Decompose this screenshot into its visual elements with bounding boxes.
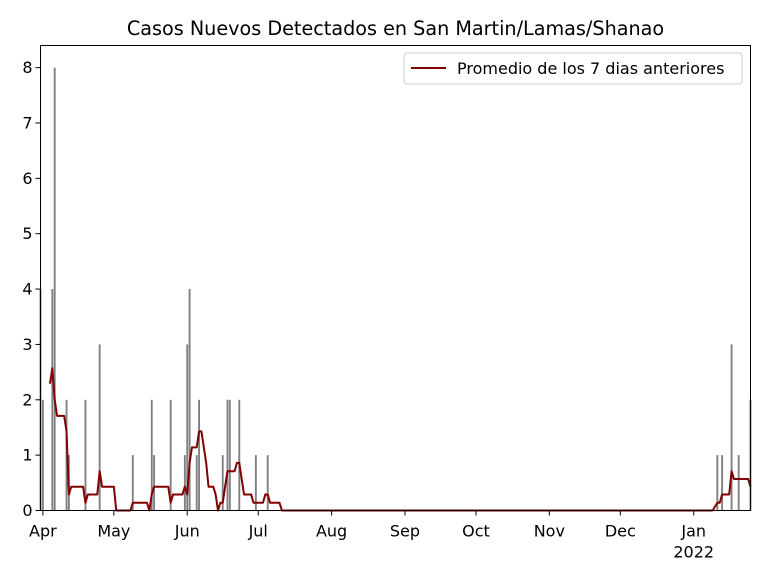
x-tick-label-2021-07-01: Jul: [248, 522, 268, 541]
legend-box: [403, 52, 743, 85]
bar-2021-04-06: [53, 67, 56, 511]
x-tick-label-2021-11-01: Nov: [534, 522, 565, 541]
y-tick-label-4: 4: [22, 280, 32, 299]
y-tick-label-5: 5: [22, 224, 32, 243]
x-tick-label-2021-04-01: Apr: [29, 522, 57, 541]
bar-2021-06-02: [188, 289, 191, 511]
bar-2021-06-23: [238, 399, 241, 511]
series-line-0: [48, 367, 752, 512]
x-tick-label-2021-08-01: Aug: [316, 522, 347, 541]
y-tick-label-1: 1: [22, 446, 32, 465]
chart-title: Casos Nuevos Detectados en San Martin/La…: [127, 17, 664, 40]
y-tick-label-8: 8: [22, 58, 32, 77]
bar-2021-06-01: [186, 344, 189, 511]
bar-2022-01-13: [721, 455, 724, 511]
bar-2022-01-11: [716, 455, 719, 511]
bar-2021-04-19: [84, 399, 87, 511]
y-tick-label-6: 6: [22, 169, 32, 188]
y-axis: 0 1 2 3 4 5 6 7 8: [22, 58, 41, 520]
x-tick-label-2021-06-01: Jun: [174, 522, 200, 541]
bar-2021-07-05: [266, 455, 269, 511]
plot-area-frame: [40, 45, 751, 511]
x-tick-label-2021-12-01: Dec: [605, 522, 636, 541]
bar-2021-04-25: [98, 344, 101, 511]
bar-2021-06-05: [195, 455, 198, 511]
y-tick-label-2: 2: [22, 390, 32, 409]
bar-2021-05-18: [153, 455, 156, 511]
line-layer: [48, 367, 752, 512]
x-tick-label-2021-05-01: May: [97, 522, 130, 541]
legend-label: Promedio de los 7 dias anteriores: [457, 59, 724, 78]
bar-2021-04-05: [51, 289, 54, 511]
x-axis: Apr May Jun Jul Aug Sep Oct Nov Dec Jan 2022: [29, 510, 714, 562]
y-tick-label-3: 3: [22, 335, 32, 354]
bar-2022-01-17: [730, 344, 733, 511]
legend: Promedio de los 7 dias anteriores: [403, 52, 743, 85]
bar-2021-06-06: [198, 399, 201, 511]
y-tick-label-7: 7: [22, 114, 32, 133]
bar-2021-06-30: [254, 455, 257, 511]
x-tick-label-2022-01-01: Jan: [680, 522, 706, 541]
bar-2022-01-20: [737, 455, 740, 511]
bar-2021-06-19: [228, 399, 231, 511]
bar-2021-05-25: [169, 399, 172, 511]
x-tick-label-2021-10-01: Oct: [462, 522, 490, 541]
bar-2021-05-09: [131, 455, 134, 511]
bar-2021-05-31: [183, 455, 186, 511]
bar-2021-05-17: [150, 399, 153, 511]
bar-2021-06-18: [226, 399, 229, 511]
bar-2021-04-01: [41, 399, 44, 511]
x-tick-label-2021-09-01: Sep: [390, 522, 420, 541]
y-tick-label-0: 0: [22, 501, 32, 520]
x-tick-sublabel-2022-01-01: 2022: [673, 543, 714, 562]
bars-layer: [39, 67, 752, 511]
bar-2021-06-16: [221, 455, 224, 511]
